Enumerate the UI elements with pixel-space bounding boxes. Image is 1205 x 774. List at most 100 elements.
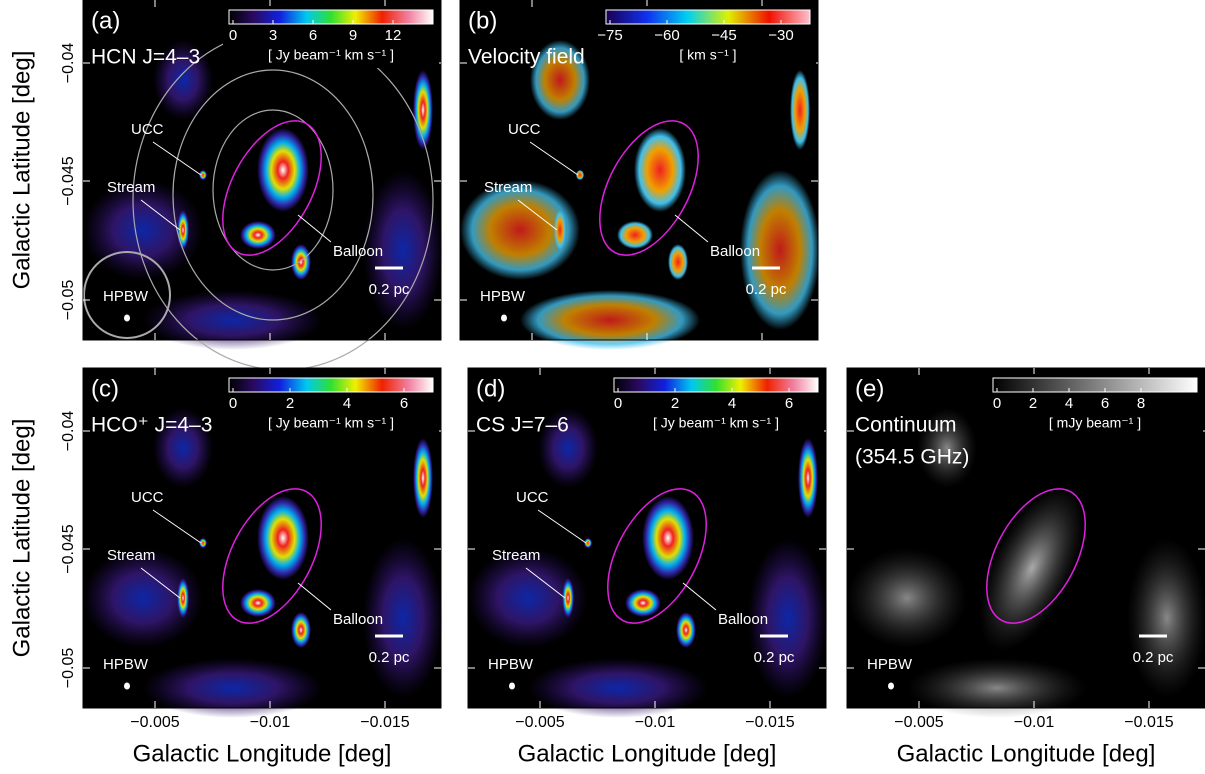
emission xyxy=(528,658,708,718)
emission xyxy=(363,170,443,330)
balloon-label: Balloon xyxy=(710,243,760,260)
colorbar-tick-label: 6 xyxy=(1101,395,1109,412)
panel: −75 −60 −45 −30 [ km s⁻¹ ] (b) Velocity field U… xyxy=(459,0,820,350)
beam xyxy=(124,682,130,690)
panel: −0.04 −0.045 −0.05 Galactic Latitude [deg] 0… xyxy=(8,0,443,371)
hpbw-label: HPBW xyxy=(867,656,913,673)
y-tick-label: −0.05 xyxy=(60,648,77,689)
emission xyxy=(668,244,688,280)
x-tick-label: −0.005 xyxy=(894,714,943,731)
emission xyxy=(1127,538,1205,698)
frame xyxy=(82,0,442,341)
emission xyxy=(257,496,309,580)
stream-label: Stream xyxy=(107,179,155,196)
x-tick-label: −0.015 xyxy=(1124,714,1173,731)
emission xyxy=(740,170,820,330)
colorbar-tick-label: 0 xyxy=(614,395,622,412)
emission xyxy=(617,221,653,249)
stream-label: Stream xyxy=(492,547,540,564)
ucc-label: UCC xyxy=(508,121,541,138)
emission xyxy=(413,70,433,150)
ucc-label: UCC xyxy=(131,121,164,138)
beam xyxy=(888,682,894,690)
contour xyxy=(172,69,374,321)
colorbar-tick-label: 0 xyxy=(229,27,237,44)
colorbar-tick-label: −45 xyxy=(711,27,736,44)
balloon-label: Balloon xyxy=(333,611,383,628)
x-axis-label: Galactic Longitude [deg] xyxy=(518,740,777,767)
y-axis-label: Galactic Latitude [deg] xyxy=(8,419,35,658)
pointer xyxy=(140,567,181,599)
y-axis-label: Galactic Latitude [deg] xyxy=(8,51,35,290)
x-axis-label: Galactic Longitude [deg] xyxy=(897,740,1156,767)
hpbw-label: HPBW xyxy=(480,288,526,305)
emission xyxy=(83,548,203,648)
beam xyxy=(509,682,515,690)
emission xyxy=(584,538,592,548)
beam xyxy=(501,314,507,322)
colorbar-tick-label: 0 xyxy=(229,395,237,412)
y-tick-label: −0.045 xyxy=(60,156,77,205)
panel: −0.005 −0.01 −0.015 Galactic Longitude [deg… xyxy=(846,367,1205,767)
colorbar-tick-label: 6 xyxy=(785,395,793,412)
emission xyxy=(143,658,323,718)
panel-tag: (c) xyxy=(91,375,119,402)
colorbar-tick-label: 3 xyxy=(269,27,277,44)
colorbar-tick-label: −60 xyxy=(654,27,679,44)
hpbw-label: HPBW xyxy=(103,656,149,673)
y-tick-label: −0.04 xyxy=(60,43,77,84)
contour xyxy=(212,109,334,271)
scale-label: 0.2 pc xyxy=(746,281,787,298)
pointer xyxy=(517,199,558,231)
scale-label: 0.2 pc xyxy=(369,649,410,666)
colorbar-tick-label: 9 xyxy=(349,27,357,44)
balloon-ellipse xyxy=(607,488,707,624)
emission xyxy=(413,438,433,518)
pointer xyxy=(297,214,332,243)
panel-tag: (a) xyxy=(91,7,120,34)
ucc-label: UCC xyxy=(131,489,164,506)
colorbar-tick-label: 6 xyxy=(400,395,408,412)
emission xyxy=(917,408,977,488)
panel-tag: (d) xyxy=(476,375,505,402)
colorbar xyxy=(228,9,434,25)
x-tick-label: −0.01 xyxy=(635,714,676,731)
emission xyxy=(625,589,661,617)
hpbw-label: HPBW xyxy=(488,656,534,673)
emission xyxy=(291,612,311,648)
colorbar xyxy=(992,377,1198,393)
emission xyxy=(363,538,443,698)
emission xyxy=(257,128,309,212)
y-tick-label: −0.04 xyxy=(60,411,77,452)
colorbar-unit: [ Jy beam⁻¹ km s⁻¹ ] xyxy=(653,415,779,431)
colorbar-tick-label: 4 xyxy=(1065,395,1073,412)
pointer xyxy=(140,199,181,231)
colorbar-tick-label: 4 xyxy=(728,395,736,412)
emission xyxy=(240,589,276,617)
frame xyxy=(459,0,819,341)
beam xyxy=(124,314,130,322)
balloon-label: Balloon xyxy=(718,611,768,628)
colorbar xyxy=(228,377,434,393)
stream-label: Stream xyxy=(107,547,155,564)
emission xyxy=(143,290,323,350)
emission xyxy=(798,438,818,518)
panel-tag: (b) xyxy=(468,7,497,34)
panel-title: HCO⁺ J=4–3 xyxy=(91,414,212,437)
emission xyxy=(634,128,686,212)
colorbar xyxy=(605,9,811,25)
emission xyxy=(530,40,590,120)
pointer xyxy=(152,509,202,544)
panel-title: (354.5 GHz) xyxy=(855,446,969,469)
colorbar-tick-label: 6 xyxy=(309,27,317,44)
balloon-ellipse xyxy=(222,488,322,624)
colorbar-unit: [ mJy beam⁻¹ ] xyxy=(1049,415,1141,431)
pointer xyxy=(152,141,202,176)
emission xyxy=(676,612,696,648)
x-tick-label: −0.01 xyxy=(250,714,291,731)
pointer xyxy=(537,509,587,544)
emission xyxy=(790,70,810,150)
panel-title: HCN J=4–3 xyxy=(91,46,200,69)
colorbar-unit: [ Jy beam⁻¹ km s⁻¹ ] xyxy=(268,415,394,431)
